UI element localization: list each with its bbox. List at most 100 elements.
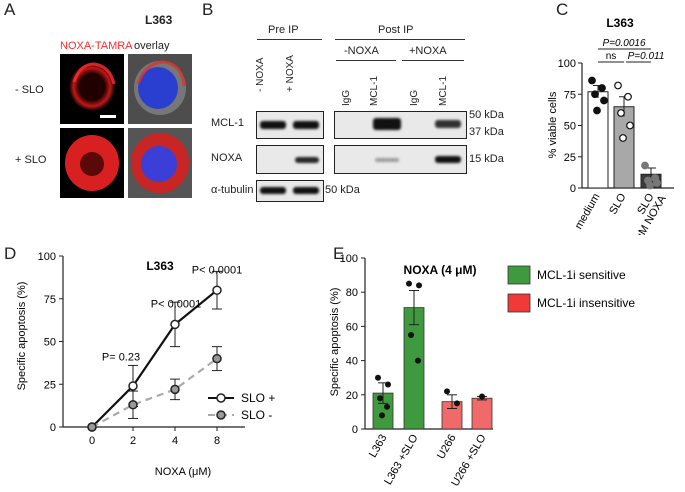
d-ytick-label-0: 0 [50, 422, 56, 434]
d-point-1-2 [170, 384, 180, 395]
d-xtick-label-1: 2 [130, 435, 136, 447]
d-ytick-label-1: 25 [44, 379, 56, 391]
panel-a-row-minus-slo: - SLO [15, 84, 44, 96]
blot-pre-tubulin [256, 180, 324, 202]
d-xtick-label-0: 0 [89, 435, 95, 447]
minus-noxa-group-label: -NOXA [344, 45, 379, 57]
plus-noxa-group-label: +NOXA [409, 45, 447, 57]
c-point-1-2 [617, 109, 625, 117]
d-line-0 [91, 289, 218, 428]
e-xtick-label-2: U266 [435, 433, 459, 462]
e-ytick-label-2: 40 [346, 356, 358, 368]
e-point-3-0 [479, 393, 485, 400]
e-point-0-3 [384, 403, 390, 410]
e-xtick-label-0: L363 [367, 433, 390, 460]
c-annot-ns: ns [606, 51, 617, 62]
e-bar-3 [471, 397, 493, 430]
lane-label-mcl1-2: MCL-1 [438, 75, 449, 106]
lane-label-igg-2: IgG [409, 89, 420, 106]
c-point-1-0 [614, 81, 622, 90]
c-point-0-0 [588, 76, 596, 85]
row-label-mcl1: MCL-1 [211, 117, 245, 129]
lane-label-mcl1-1: MCL-1 [369, 75, 380, 106]
chart-e-ylabel: Specific apoptosis (%) [330, 288, 341, 397]
e-ytick-label-0: 0 [352, 424, 358, 436]
post-ip-label: Post IP [378, 24, 414, 36]
panel-a-col-overlay: overlay [134, 40, 170, 52]
c-xtick-label-0-0: medium [573, 192, 603, 232]
e-point-2-1 [454, 400, 460, 407]
micrograph-tamra-plus-slo [60, 128, 124, 198]
c-annot-p2: P=0.011 [628, 51, 665, 62]
c-ytick-label-1: 25 [564, 152, 576, 164]
blot-post-mcl1 [334, 111, 467, 139]
panel-letter-e: E [333, 244, 345, 263]
pre-ip-line [257, 39, 322, 40]
micrograph-tamra-minus-slo [60, 54, 124, 124]
d-point-0-3 [212, 285, 222, 295]
d-annot-2: P< 0.0001 [192, 264, 242, 276]
e-legend-label-0: MCL-1i sensitive [537, 268, 626, 282]
d-point-1-0 [87, 422, 97, 432]
marker-50kda-top: 50 kDa [469, 109, 504, 121]
c-point-0-2 [591, 90, 599, 99]
chart-e-title: NOXA (4 μM) [404, 263, 477, 277]
plus-noxa-line [402, 60, 464, 61]
chart-d-title: L363 [146, 259, 174, 273]
d-ytick-label-3: 75 [44, 294, 56, 306]
lane-label-plus-noxa: + NOXA [285, 55, 296, 92]
d-point-0-1 [128, 381, 138, 391]
e-ytick-label-3: 60 [346, 321, 358, 333]
e-point-0-4 [379, 412, 385, 419]
pre-ip-label: Pre IP [268, 24, 299, 36]
e-point-1-3 [415, 357, 421, 364]
lane-label-igg-1: IgG [341, 89, 352, 106]
c-ytick-label-4: 100 [558, 58, 576, 70]
d-point-0-2 [170, 319, 180, 330]
micrograph-overlay-plus-slo [128, 128, 192, 198]
c-point-0-4 [593, 106, 601, 115]
panel-letter-a: A [4, 0, 16, 19]
c-point-0-3 [600, 96, 608, 105]
e-point-0-0 [375, 374, 381, 381]
c-point-1-3 [626, 121, 634, 130]
e-ytick-label-1: 20 [346, 390, 358, 402]
chart-e: NOXA (4 μM) Specific apoptosis (%) 0 20 40… [330, 253, 635, 489]
d-point-1-1 [128, 400, 138, 410]
e-point-0-2 [377, 395, 383, 402]
marker-37kda: 37 kDa [469, 126, 504, 138]
panel-letter-d: D [4, 244, 17, 263]
c-ytick-label-3: 75 [564, 89, 576, 101]
panel-letter-c: C [556, 0, 569, 19]
c-ytick-label-0: 0 [570, 183, 576, 195]
d-legend-marker-0 [216, 393, 226, 403]
d-ytick-label-2: 50 [44, 337, 56, 349]
e-legend-swatch-1 [507, 293, 531, 313]
c-point-1-1 [624, 92, 632, 101]
c-bar-0 [587, 91, 609, 189]
d-legend-label-0: SLO + [241, 391, 275, 405]
panel-a-col-tamra: NOXA-TAMRA [60, 40, 133, 52]
blot-pre-noxa [256, 145, 324, 174]
d-legend-marker-1 [216, 410, 226, 420]
d-ytick-label-4: 100 [38, 251, 56, 263]
c-xtick-label-1-0: SLO [607, 191, 629, 216]
d-annot-1: P< 0.0001 [151, 299, 201, 311]
chart-d: L363 Specific apoptosis (%) NOXA (μM) 0 2… [16, 251, 275, 478]
panel-a-title: L363 [145, 13, 173, 27]
marker-15kda: 15 kDa [469, 153, 504, 165]
lane-label-minus-noxa: - NOXA [255, 57, 266, 92]
chart-d-ylabel: Specific apoptosis (%) [16, 282, 28, 391]
e-point-1-2 [408, 331, 414, 338]
e-legend-swatch-0 [507, 265, 531, 285]
e-point-2-0 [444, 388, 450, 395]
c-point-2-0 [641, 161, 649, 170]
marker-50kda-tubulin: 50 kDa [325, 184, 360, 196]
d-annot-0: P= 0.23 [102, 352, 140, 364]
c-point-1-4 [619, 134, 627, 142]
micrograph-overlay-minus-slo [128, 54, 192, 124]
d-line-1 [91, 357, 218, 428]
e-point-1-1 [416, 282, 422, 289]
c-ytick-label-2: 50 [564, 121, 576, 133]
